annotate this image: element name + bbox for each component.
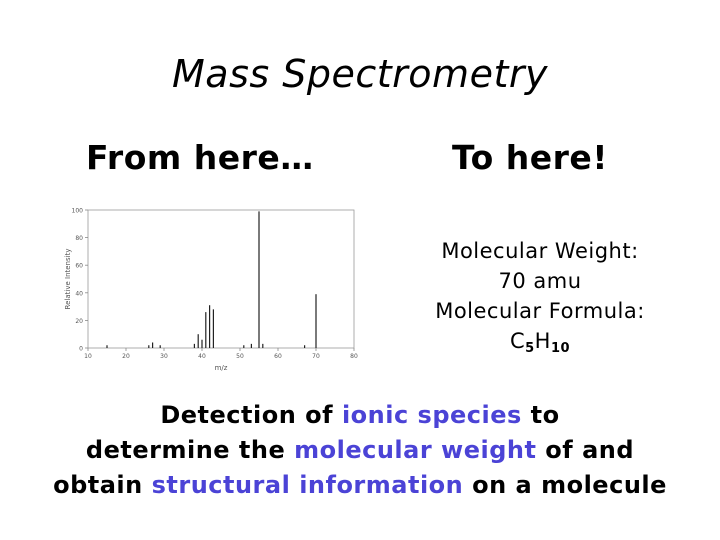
formula-hydrogen: H	[534, 329, 551, 353]
x-tick-label: 50	[236, 353, 244, 360]
x-tick-label: 30	[160, 353, 168, 360]
y-axis-label: Relative Intensity	[64, 249, 72, 310]
molecular-weight-label: Molecular Weight:	[441, 239, 639, 263]
formula-carbon-count: 5	[525, 341, 535, 356]
x-tick-label: 80	[350, 353, 358, 360]
y-tick-label: 0	[79, 346, 83, 353]
x-tick-label: 20	[122, 353, 130, 360]
molecular-formula: C5H10	[420, 326, 660, 364]
highlight-structural: structural	[151, 471, 291, 499]
slide-title: Mass Spectrometry	[172, 52, 548, 96]
x-tick-label: 70	[312, 353, 320, 360]
molecular-weight-value: 70 amu	[498, 269, 582, 293]
left-heading: From here…	[86, 138, 314, 177]
y-tick-label: 100	[72, 208, 84, 215]
right-heading: To here!	[452, 138, 608, 177]
formula-carbon: C	[509, 329, 526, 353]
summary-line-3: obtain structural information on a molec…	[53, 471, 667, 499]
y-tick-label: 60	[75, 263, 83, 270]
summary-line-1: Detection of ionic species to	[160, 401, 560, 429]
summary-text: Detection of ionic species to determine …	[0, 398, 720, 503]
y-tick-label: 20	[75, 318, 83, 325]
summary-line-2: determine the molecular weight of and	[85, 436, 635, 464]
highlight-molecular-weight: molecular weight	[294, 436, 537, 464]
x-axis-label: m/z	[215, 364, 228, 372]
x-tick-label: 60	[274, 353, 282, 360]
plot-frame	[87, 209, 355, 349]
y-tick-label: 80	[75, 235, 83, 242]
x-tick-label: 40	[198, 353, 206, 360]
molecular-formula-label: Molecular Formula:	[435, 299, 645, 323]
mass-spectrum-chart: 0 20 40 60 80 100 10 20 30 40 50 60 70 80 m/z Relative …	[64, 208, 358, 373]
x-tick-label: 10	[84, 353, 92, 360]
molecule-info: Molecular Weight: 70 amu Molecular Formu…	[420, 236, 660, 364]
formula-hydrogen-count: 10	[550, 341, 571, 356]
highlight-information: information	[299, 471, 464, 499]
y-tick-label: 40	[75, 290, 83, 297]
highlight-ionic-species: ionic species	[341, 401, 522, 429]
